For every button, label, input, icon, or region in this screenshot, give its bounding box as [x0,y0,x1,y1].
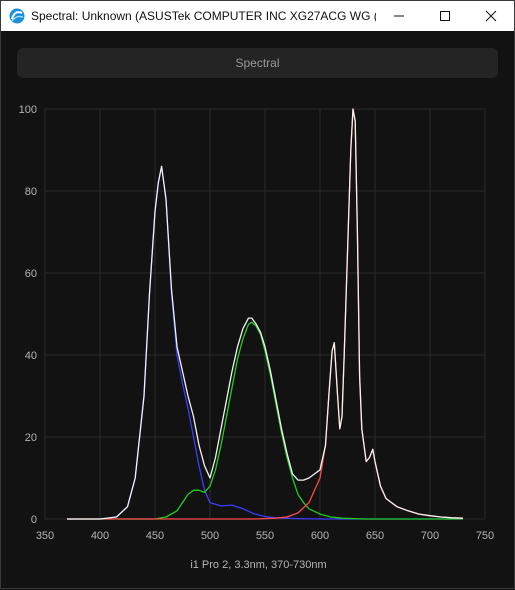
x-tick-labels: 350 400 450 500 550 600 650 700 750 [36,530,494,542]
y-tick-label: 0 [31,514,37,526]
maximize-button[interactable] [422,1,468,31]
instrument-label: i1 Pro 2, 3.3nm, 370-730nm [190,559,327,571]
x-tick-label: 650 [366,530,384,542]
spectral-button-label: Spectral [235,56,280,70]
y-tick-label: 40 [25,350,37,362]
maximize-icon [440,11,450,21]
x-tick-label: 700 [421,530,439,542]
x-tick-label: 500 [201,530,219,542]
title-bar[interactable]: Spectral: Unknown (ASUSTek COMPUTER INC … [1,1,514,31]
spectral-button[interactable]: Spectral [17,48,498,78]
y-tick-label: 100 [19,104,37,116]
series-line-white [67,108,464,520]
spectral-chart: 0 20 40 60 80 100 350 400 450 500 550 600 650 700 750 [19,104,495,542]
x-tick-label: 550 [256,530,274,542]
window-controls [376,1,514,31]
x-tick-label: 350 [36,530,54,542]
x-tick-label: 600 [311,530,329,542]
x-tick-label: 750 [476,530,494,542]
close-button[interactable] [468,1,514,31]
minimize-button[interactable] [376,1,422,31]
series-lines [67,108,464,520]
y-tick-label: 80 [25,186,37,198]
grid [44,108,486,520]
window-title: Spectral: Unknown (ASUSTek COMPUTER INC … [31,9,376,23]
close-icon [485,10,497,22]
y-tick-label: 60 [25,268,37,280]
x-tick-label: 400 [91,530,109,542]
y-tick-label: 20 [25,432,37,444]
app-logo-icon [9,8,25,24]
minimize-icon [394,15,404,17]
y-tick-labels: 0 20 40 60 80 100 [19,104,37,526]
x-tick-label: 450 [146,530,164,542]
